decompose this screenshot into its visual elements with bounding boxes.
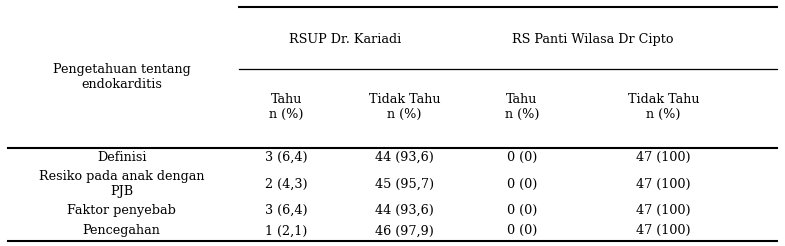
Text: 47 (100): 47 (100): [636, 178, 691, 191]
Text: 3 (6,4): 3 (6,4): [265, 204, 308, 217]
Text: 44 (93,6): 44 (93,6): [375, 204, 433, 217]
Text: 0 (0): 0 (0): [507, 204, 537, 217]
Text: 0 (0): 0 (0): [507, 224, 537, 237]
Text: 1 (2,1): 1 (2,1): [265, 224, 308, 237]
Text: Faktor penyebab: Faktor penyebab: [68, 204, 176, 217]
Text: 3 (6,4): 3 (6,4): [265, 151, 308, 164]
Text: Tahu
n (%): Tahu n (%): [505, 93, 539, 121]
Text: 0 (0): 0 (0): [507, 151, 537, 164]
Text: 2 (4,3): 2 (4,3): [265, 178, 308, 191]
Text: 0 (0): 0 (0): [507, 178, 537, 191]
Text: Tidak Tahu
n (%): Tidak Tahu n (%): [368, 93, 440, 121]
Text: 47 (100): 47 (100): [636, 204, 691, 217]
Text: 46 (97,9): 46 (97,9): [375, 224, 433, 237]
Text: Pencegahan: Pencegahan: [82, 224, 161, 237]
Text: Definisi: Definisi: [97, 151, 147, 164]
Text: RS Panti Wilasa Dr Cipto: RS Panti Wilasa Dr Cipto: [512, 33, 674, 46]
Text: 47 (100): 47 (100): [636, 151, 691, 164]
Text: RSUP Dr. Kariadi: RSUP Dr. Kariadi: [290, 33, 401, 46]
Text: Tidak Tahu
n (%): Tidak Tahu n (%): [627, 93, 699, 121]
Text: Tahu
n (%): Tahu n (%): [269, 93, 304, 121]
Text: Resiko pada anak dengan
PJB: Resiko pada anak dengan PJB: [39, 170, 204, 198]
Text: 44 (93,6): 44 (93,6): [375, 151, 433, 164]
Text: 47 (100): 47 (100): [636, 224, 691, 237]
Text: Pengetahuan tentang
endokarditis: Pengetahuan tentang endokarditis: [53, 63, 191, 92]
Text: 45 (95,7): 45 (95,7): [374, 178, 434, 191]
